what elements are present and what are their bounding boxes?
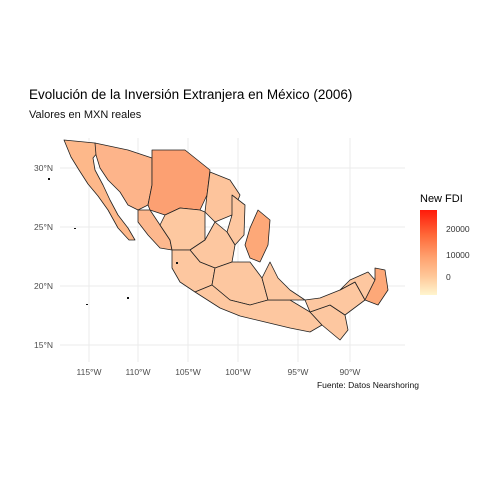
legend-tick-20000: 20000 [446, 224, 470, 234]
state-coahuila [204, 171, 241, 223]
state-quintana-roo [364, 267, 389, 306]
island-5 [176, 262, 178, 264]
lat-label-25: 25°N [34, 222, 53, 232]
island-4 [86, 304, 88, 305]
lon-label-90: 90°W [340, 367, 361, 377]
color-legend: New FDI 20000 10000 0 [420, 193, 470, 295]
legend-color-bar [420, 210, 437, 295]
map-title: Evolución de la Inversión Extranjera en … [29, 87, 353, 102]
lat-label-30: 30°N [34, 163, 53, 173]
lat-label-20: 20°N [34, 281, 53, 291]
states [63, 139, 389, 341]
lon-label-110: 110°W [126, 367, 151, 377]
lon-label-115: 115°W [77, 367, 102, 377]
lat-label-15: 15°N [34, 340, 53, 350]
island-3 [127, 297, 129, 299]
legend-title: New FDI [420, 193, 463, 205]
longitude-labels: 115°W 110°W 105°W 100°W 95°W 90°W [77, 367, 361, 377]
islands [48, 178, 178, 305]
lon-label-95: 95°W [288, 367, 309, 377]
legend-tick-10000: 10000 [446, 250, 470, 260]
state-veracruz [261, 261, 306, 301]
island-2 [74, 228, 76, 229]
latitude-labels: 30°N 25°N 20°N 15°N [34, 163, 53, 350]
lon-label-105: 105°W [175, 367, 201, 377]
legend-tick-0: 0 [446, 272, 451, 282]
state-sonora [94, 142, 153, 211]
lon-label-100: 100°W [225, 367, 251, 377]
island-1 [48, 178, 50, 180]
state-chihuahua [147, 149, 211, 216]
map-subtitle: Valores en MXN reales [29, 109, 142, 121]
state-tamaulipas [244, 209, 271, 263]
source-caption: Fuente: Datos Nearshoring [316, 380, 419, 390]
state-baja-california [63, 139, 136, 241]
